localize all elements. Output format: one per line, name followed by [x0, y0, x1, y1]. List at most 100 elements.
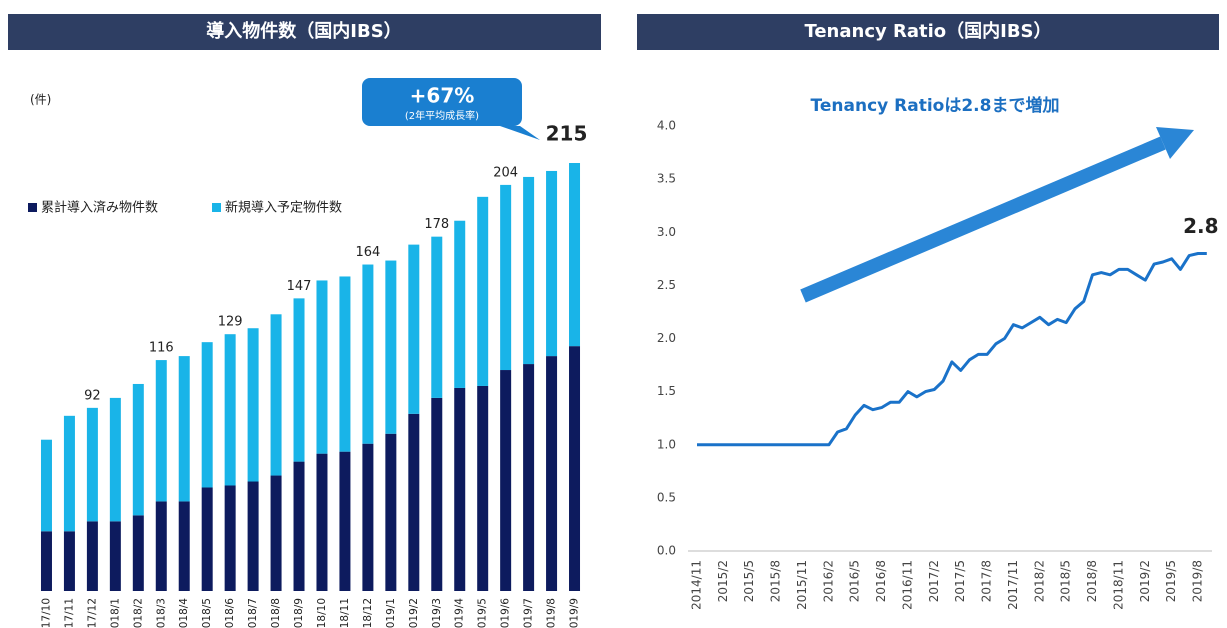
x-tick-label: 2019/4 [454, 598, 466, 628]
bar-segment [270, 475, 282, 591]
bar-segment [86, 407, 98, 522]
bar-segment [339, 276, 351, 452]
bar-segment [500, 370, 512, 591]
total-label: 129 [218, 315, 243, 330]
total-label: 215 [546, 122, 588, 146]
bar-segment [569, 346, 581, 591]
x-tick-label: 2019/5 [477, 598, 489, 628]
bar-segment [339, 451, 351, 591]
bar-segment [477, 385, 489, 591]
x-tick-label: 2017/12 [86, 598, 98, 628]
chart-title: Tenancy Ratio（国内IBS） [804, 20, 1051, 42]
y-tick-label: 1.0 [657, 437, 676, 451]
x-tick-label: 2018/4 [178, 598, 190, 628]
header-bar [8, 14, 601, 50]
x-tick-label: 2014/11 [690, 560, 704, 610]
chart-title: 導入物件数（国内IBS） [206, 20, 401, 42]
x-tick-label: 2018/3 [155, 598, 167, 628]
bar-segment [270, 314, 282, 476]
callout-value: +67% [410, 84, 475, 108]
y-tick-label: 2.5 [657, 278, 676, 292]
x-tick-label: 2019/8 [1191, 560, 1205, 602]
y-tick-label: 3.5 [657, 172, 676, 186]
x-tick-label: 2019/3 [431, 598, 443, 628]
bar-segment [546, 170, 558, 357]
x-tick-label: 2018/2 [1032, 560, 1046, 602]
bar-segment [408, 244, 420, 414]
x-tick-label: 2018/7 [247, 598, 259, 628]
x-tick-label: 2019/2 [408, 598, 420, 628]
x-tick-label: 2018/5 [201, 598, 213, 628]
bar-segment [155, 501, 167, 591]
bar-segment [385, 433, 397, 591]
legend-swatch [212, 203, 221, 212]
bar-segment [523, 364, 535, 591]
x-tick-label: 2017/10 [40, 598, 52, 628]
legend-label: 累計導入済み物件数 [41, 200, 158, 216]
x-tick-label: 2018/11 [339, 598, 351, 628]
total-label: 116 [149, 341, 174, 356]
total-label: 92 [84, 388, 101, 403]
bar-segment [293, 461, 305, 591]
bar-segment [247, 328, 259, 482]
unit-label: (件) [30, 93, 51, 107]
total-label: 204 [493, 165, 518, 180]
x-tick-label: 2019/5 [1164, 560, 1178, 602]
bar-segment [247, 481, 259, 591]
header-bar [637, 14, 1219, 50]
bar-segment [546, 356, 558, 591]
bar-segment [316, 280, 328, 454]
bar-segment [63, 415, 75, 532]
x-tick-label: 2018/12 [362, 598, 374, 628]
x-tick-label: 2017/2 [927, 560, 941, 602]
x-tick-label: 2018/11 [1111, 560, 1125, 610]
bar-segment [224, 334, 236, 486]
x-tick-label: 2015/11 [795, 560, 809, 610]
bar-segment [155, 360, 167, 502]
x-tick-label: 2019/2 [1138, 560, 1152, 602]
y-tick-label: 1.5 [657, 384, 676, 398]
line [697, 252, 1207, 447]
x-tick-label: 2016/2 [821, 560, 835, 602]
y-tick-label: 4.0 [657, 119, 676, 133]
bar-segment [316, 453, 328, 591]
total-label: 178 [424, 217, 449, 232]
bar-segment [523, 176, 535, 365]
x-tick-label: 2016/5 [848, 560, 862, 602]
x-tick-label: 2015/5 [742, 560, 756, 602]
bar-segment [500, 184, 512, 371]
x-tick-label: 2018/9 [293, 598, 305, 628]
bar-segment [454, 387, 466, 591]
bar-segment [132, 383, 144, 516]
y-tick-label: 0.5 [657, 490, 676, 504]
bar-segment [477, 196, 489, 386]
bar-segment [454, 220, 466, 388]
legend-swatch [28, 203, 37, 212]
bar-segment [178, 356, 190, 502]
x-tick-label: 2018/6 [224, 598, 236, 628]
x-tick-label: 2015/2 [716, 560, 730, 602]
y-tick-label: 2.0 [657, 331, 676, 345]
trend-arrow-head [1156, 127, 1194, 159]
x-tick-label: 2018/8 [1085, 560, 1099, 602]
bar-segment [132, 515, 144, 591]
bar-segment [178, 501, 190, 591]
trend-arrow [800, 136, 1166, 303]
x-tick-label: 2018/1 [109, 598, 121, 628]
bar-segment [40, 531, 52, 591]
bar-segment [201, 487, 213, 591]
headline: Tenancy Ratioは2.8まで増加 [811, 95, 1060, 116]
x-tick-label: 2019/7 [523, 598, 535, 628]
bar-segment [362, 443, 374, 591]
bar-segment [109, 521, 121, 591]
bar-segment [63, 531, 75, 591]
callout-note: (2年平均成長率) [405, 109, 479, 122]
x-tick-label: 2017/11 [63, 598, 75, 628]
callout-box [362, 78, 540, 140]
bar-segment [40, 439, 52, 532]
x-tick-label: 2019/1 [385, 598, 397, 628]
x-tick-label: 2018/10 [316, 598, 328, 628]
y-tick-label: 3.0 [657, 225, 676, 239]
legend-label: 新規導入予定物件数 [225, 200, 342, 216]
bar-segment [224, 485, 236, 591]
